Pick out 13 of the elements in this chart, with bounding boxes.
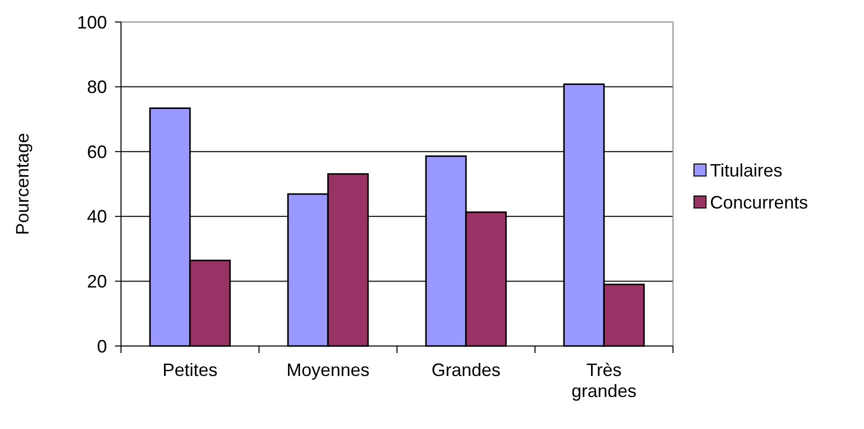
y-axis-title: Pourcentage [12, 132, 32, 236]
legend-label: Concurrents [710, 192, 808, 212]
y-tick-label: 100 [76, 12, 107, 32]
y-tick-label: 40 [86, 206, 107, 227]
legend-label: Titulaires [710, 160, 782, 180]
y-tick-label: 60 [86, 142, 107, 162]
y-tick-label: 0 [96, 336, 107, 356]
x-tick-label: Grandes [431, 360, 501, 380]
x-tick-label: Petites [162, 360, 218, 380]
x-tick-label: Très grandes [571, 360, 637, 401]
y-tick-label: 80 [86, 77, 107, 98]
x-tick-label: Moyennes [286, 360, 370, 380]
y-tick-label: 20 [86, 272, 107, 292]
